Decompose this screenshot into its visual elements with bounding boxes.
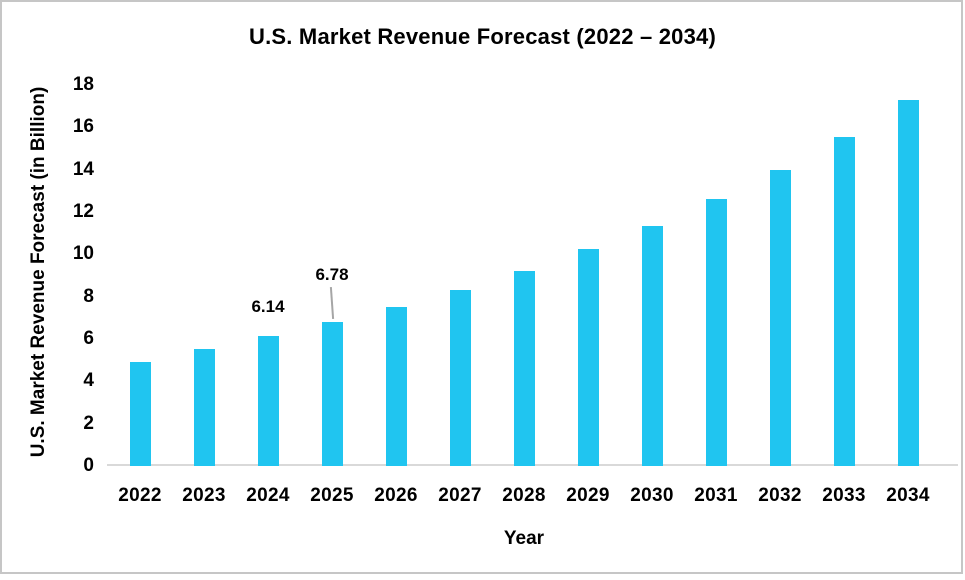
x-tick-label-2032: 2032	[758, 485, 802, 506]
bar-2031	[705, 199, 727, 466]
data-label-2024: 6.14	[251, 297, 285, 317]
x-tick-label-2027: 2027	[438, 485, 482, 506]
x-tick-label-2022: 2022	[118, 485, 162, 506]
leader-line	[329, 287, 335, 320]
x-axis-title: Year	[503, 528, 545, 549]
y-tick-label-6: 6	[83, 328, 94, 349]
bar-2022	[129, 361, 151, 466]
y-tick-label-2: 2	[83, 412, 94, 434]
x-tick-label-2031: 2031	[694, 485, 738, 506]
x-tick-label-2023: 2023	[182, 485, 226, 506]
y-tick-label-18: 18	[72, 74, 94, 95]
x-tick-label-2028: 2028	[502, 485, 546, 506]
bar-2032	[769, 169, 791, 466]
x-tick-label-2026: 2026	[374, 485, 418, 506]
y-tick-label-0: 0	[83, 455, 94, 476]
data-label-2025: 6.78	[315, 265, 349, 285]
bar-2033	[833, 137, 855, 466]
x-tick-label-2029: 2029	[566, 485, 610, 506]
bar-2028	[513, 271, 535, 466]
bar-2029	[577, 249, 599, 466]
bar-2026	[385, 307, 407, 466]
y-tick-label-12: 12	[72, 201, 94, 222]
bar-2027	[449, 290, 471, 466]
x-tick-label-2025: 2025	[310, 485, 354, 506]
y-tick-label-14: 14	[72, 158, 94, 180]
bar-2025	[321, 322, 343, 466]
y-tick-label-8: 8	[83, 285, 94, 307]
y-tick-label-10: 10	[72, 243, 94, 265]
bar-2030	[641, 225, 663, 466]
y-tick-label-16: 16	[72, 116, 94, 138]
x-tick-label-2033: 2033	[822, 485, 866, 506]
bar-2023	[193, 349, 215, 466]
y-tick-label-4: 4	[83, 370, 94, 392]
x-tick-label-2024: 2024	[246, 485, 290, 506]
chart-title: U.S. Market Revenue Forecast (2022 – 203…	[249, 24, 716, 49]
x-tick-label-2034: 2034	[886, 485, 930, 506]
bar-2024	[257, 336, 279, 466]
bar-2034	[897, 100, 919, 466]
x-tick-label-2030: 2030	[630, 485, 674, 506]
